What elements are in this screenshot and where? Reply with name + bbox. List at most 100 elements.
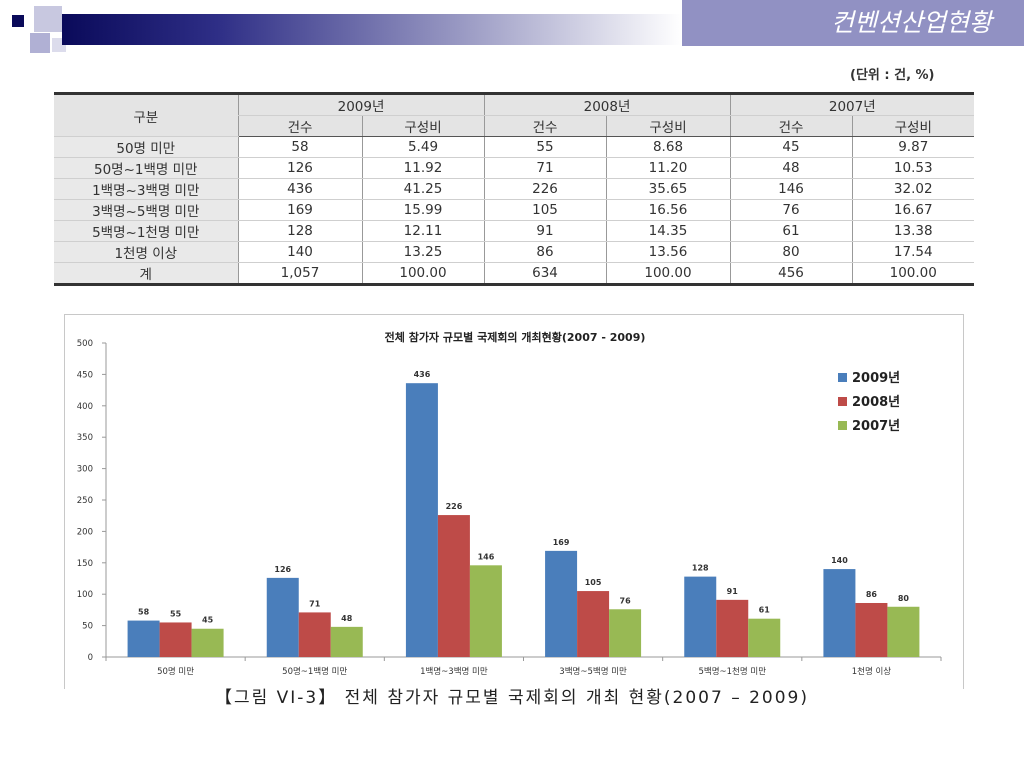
- table-cell: 80: [729, 241, 852, 263]
- bar-value-label: 436: [414, 370, 431, 379]
- table-cell: 13.56: [605, 241, 730, 263]
- table-cell: 71: [483, 157, 606, 179]
- chart-title: 전체 참가자 규모별 국제회의 개최현황(2007 - 2009): [385, 330, 646, 344]
- table-subheader: 구성비: [605, 115, 730, 137]
- table-row: 5백명~1천명 미만 128 12.11 91 14.35 61 13.38: [54, 220, 974, 242]
- bar: [577, 591, 610, 657]
- table-cell: 634: [483, 262, 606, 286]
- table-cell: 456: [729, 262, 852, 286]
- y-tick-label: 500: [77, 339, 93, 349]
- table-cell: 226: [483, 178, 606, 200]
- bar-value-label: 45: [202, 616, 214, 625]
- table-subheader: 건수: [729, 115, 852, 137]
- bar: [159, 622, 192, 657]
- figure-caption: 【그림 VI-3】 전체 참가자 규모별 국제회의 개최 현황(2007 – 2…: [214, 688, 810, 708]
- table-cell: 100.00: [851, 262, 974, 286]
- table-cell: 13.25: [361, 241, 484, 263]
- table-cell: 12.11: [361, 220, 484, 242]
- table-cell: 16.67: [851, 199, 974, 221]
- bar: [609, 609, 642, 657]
- table-subheader: 구성비: [851, 115, 974, 137]
- table-cell: 48: [729, 157, 852, 179]
- table-row: 50명~1백명 미만 126 11.92 71 11.20 48 10.53: [54, 157, 974, 179]
- table-header-year: 2009년: [237, 92, 484, 116]
- table-subheader: 건수: [483, 115, 606, 137]
- table-row: 1천명 이상 140 13.25 86 13.56 80 17.54: [54, 241, 974, 263]
- y-tick-label: 400: [77, 402, 93, 412]
- bar-value-label: 80: [898, 594, 910, 603]
- bar-chart: 전체 참가자 규모별 국제회의 개최현황(2007 - 2009) 0 50 100 1…: [77, 330, 942, 677]
- table-cell: 13.38: [851, 220, 974, 242]
- table-cell: 76: [729, 199, 852, 221]
- bar: [191, 628, 224, 657]
- table-cell: 9.87: [851, 136, 974, 158]
- legend-swatch: [838, 373, 847, 382]
- table-cell: 8.68: [605, 136, 730, 158]
- bar-value-label: 128: [692, 564, 709, 573]
- table-total-row: 계 1,057 100.00 634 100.00 456 100.00: [54, 262, 974, 286]
- bar: [127, 620, 160, 657]
- table-header-year: 2007년: [729, 92, 974, 116]
- header-decoration-square: [12, 15, 24, 27]
- bar: [684, 576, 717, 657]
- bar: [330, 626, 363, 657]
- bar-value-label: 61: [759, 606, 771, 615]
- table-cell: 91: [483, 220, 606, 242]
- row-label: 50명~1백명 미만: [54, 157, 238, 179]
- legend-swatch: [838, 397, 847, 406]
- y-tick-label: 50: [82, 622, 93, 632]
- row-label: 계: [54, 262, 238, 286]
- bar: [855, 602, 888, 657]
- bar-value-label: 126: [274, 565, 291, 574]
- bar-value-label: 105: [585, 578, 602, 587]
- table-cell: 55: [483, 136, 606, 158]
- y-tick-label: 100: [77, 590, 93, 600]
- row-label: 3백명~5백명 미만: [54, 199, 238, 221]
- table-cell: 17.54: [851, 241, 974, 263]
- unit-note: (단위 : 건, %): [850, 68, 935, 83]
- table-cell: 86: [483, 241, 606, 263]
- table-cell: 146: [729, 178, 852, 200]
- bar: [437, 515, 470, 657]
- table-cell: 1,057: [237, 262, 362, 286]
- bar: [469, 565, 502, 657]
- x-tick-label: 5백명~1천명 미만: [698, 666, 766, 677]
- y-tick-label: 150: [77, 559, 93, 569]
- bar-value-label: 76: [620, 596, 632, 605]
- table-cell: 14.35: [605, 220, 730, 242]
- table-cell: 169: [237, 199, 362, 221]
- bar-value-label: 58: [138, 608, 150, 617]
- table-header-year: 2008년: [483, 92, 730, 116]
- bar-value-label: 48: [341, 614, 353, 623]
- row-label: 5백명~1천명 미만: [54, 220, 238, 242]
- table-cell: 45: [729, 136, 852, 158]
- x-tick-label: 1천명 이상: [852, 666, 892, 677]
- table-row: 3백명~5백명 미만 169 15.99 105 16.56 76 16.67: [54, 199, 974, 221]
- header-gradient-bar: [62, 14, 682, 45]
- table-cell: 32.02: [851, 178, 974, 200]
- legend-label: 2009년: [852, 371, 900, 386]
- header-decoration-square: [34, 6, 62, 32]
- bar: [266, 577, 299, 657]
- row-label: 50명 미만: [54, 136, 238, 158]
- y-tick-label: 300: [77, 465, 93, 475]
- table-cell: 15.99: [361, 199, 484, 221]
- table-cell: 100.00: [605, 262, 730, 286]
- bar: [545, 550, 578, 657]
- table-subheader: 구성비: [361, 115, 484, 137]
- data-table: 구분 2009년 2008년 2007년 건수 구성비 건수 구성비 건수 구성…: [54, 92, 974, 286]
- legend-swatch: [838, 421, 847, 430]
- table-cell: 41.25: [361, 178, 484, 200]
- bar-value-label: 91: [727, 587, 739, 596]
- bar-value-label: 169: [553, 538, 570, 547]
- y-tick-label: 250: [77, 496, 93, 506]
- bar: [887, 606, 920, 657]
- y-tick-label: 0: [88, 653, 93, 663]
- table-cell: 11.20: [605, 157, 730, 179]
- x-tick-label: 3백명~5백명 미만: [559, 666, 627, 677]
- bar-value-label: 140: [831, 556, 848, 565]
- table-row: 50명 미만 58 5.49 55 8.68 45 9.87: [54, 136, 974, 158]
- bar: [298, 612, 331, 657]
- x-tick-label: 50명~1백명 미만: [282, 666, 347, 677]
- table-cell: 436: [237, 178, 362, 200]
